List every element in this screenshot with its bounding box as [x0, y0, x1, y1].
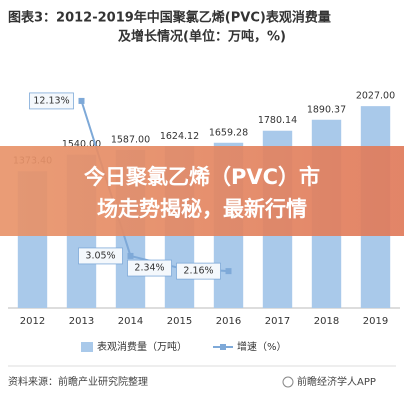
value-label: 2.16%	[183, 266, 213, 277]
value-label: 1624.12	[160, 131, 199, 142]
point	[127, 252, 134, 259]
value-label: 1587.00	[111, 134, 150, 145]
value-label: 1890.37	[307, 104, 346, 115]
x-tick-label: 2013	[69, 316, 94, 327]
value-label: 1540.00	[62, 139, 101, 150]
point	[225, 268, 232, 275]
chart-title: 图表3：2012-2019年中国聚氯乙烯(PVC)表观消费量	[8, 10, 331, 26]
banner-text: 场走势揭秘，最新行情	[97, 197, 307, 221]
x-tick-label: 2012	[20, 316, 45, 327]
banner	[0, 146, 404, 236]
x-tick-label: 2014	[118, 316, 143, 327]
legend-swatch	[81, 342, 93, 352]
banner-text: 今日聚氯乙烯（PVC）市	[84, 165, 320, 189]
x-tick-label: 2016	[216, 316, 241, 327]
value-label: 3.05%	[85, 250, 115, 261]
label-box	[176, 262, 221, 280]
source: 资料来源：前瞻产业研究院整理	[8, 375, 148, 388]
x-tick-label: 2018	[314, 316, 339, 327]
legend-swatch	[220, 344, 226, 350]
brand: 前瞻经济学人APP	[297, 375, 376, 388]
brand-icon	[282, 376, 294, 388]
legend-label: 增速（%）	[237, 340, 287, 353]
legend-label: 表观消费量（万吨）	[97, 340, 187, 353]
value-label: 2027.00	[356, 91, 395, 102]
x-tick-label: 2015	[167, 316, 192, 327]
x-tick-label: 2019	[363, 316, 388, 327]
legend: 表观消费量（万吨） 增速（%）	[81, 340, 287, 353]
value-label: 12.13%	[33, 95, 69, 106]
value-label: 1659.28	[209, 127, 248, 138]
label-box	[78, 247, 123, 265]
value-label: 2.34%	[134, 263, 164, 274]
point	[78, 97, 85, 104]
label-box	[127, 259, 172, 277]
label-box	[29, 92, 74, 110]
chart-title: 及增长情况(单位：万吨，%)	[118, 29, 286, 45]
value-label: 1780.14	[258, 115, 297, 126]
x-tick-label: 2017	[265, 316, 290, 327]
